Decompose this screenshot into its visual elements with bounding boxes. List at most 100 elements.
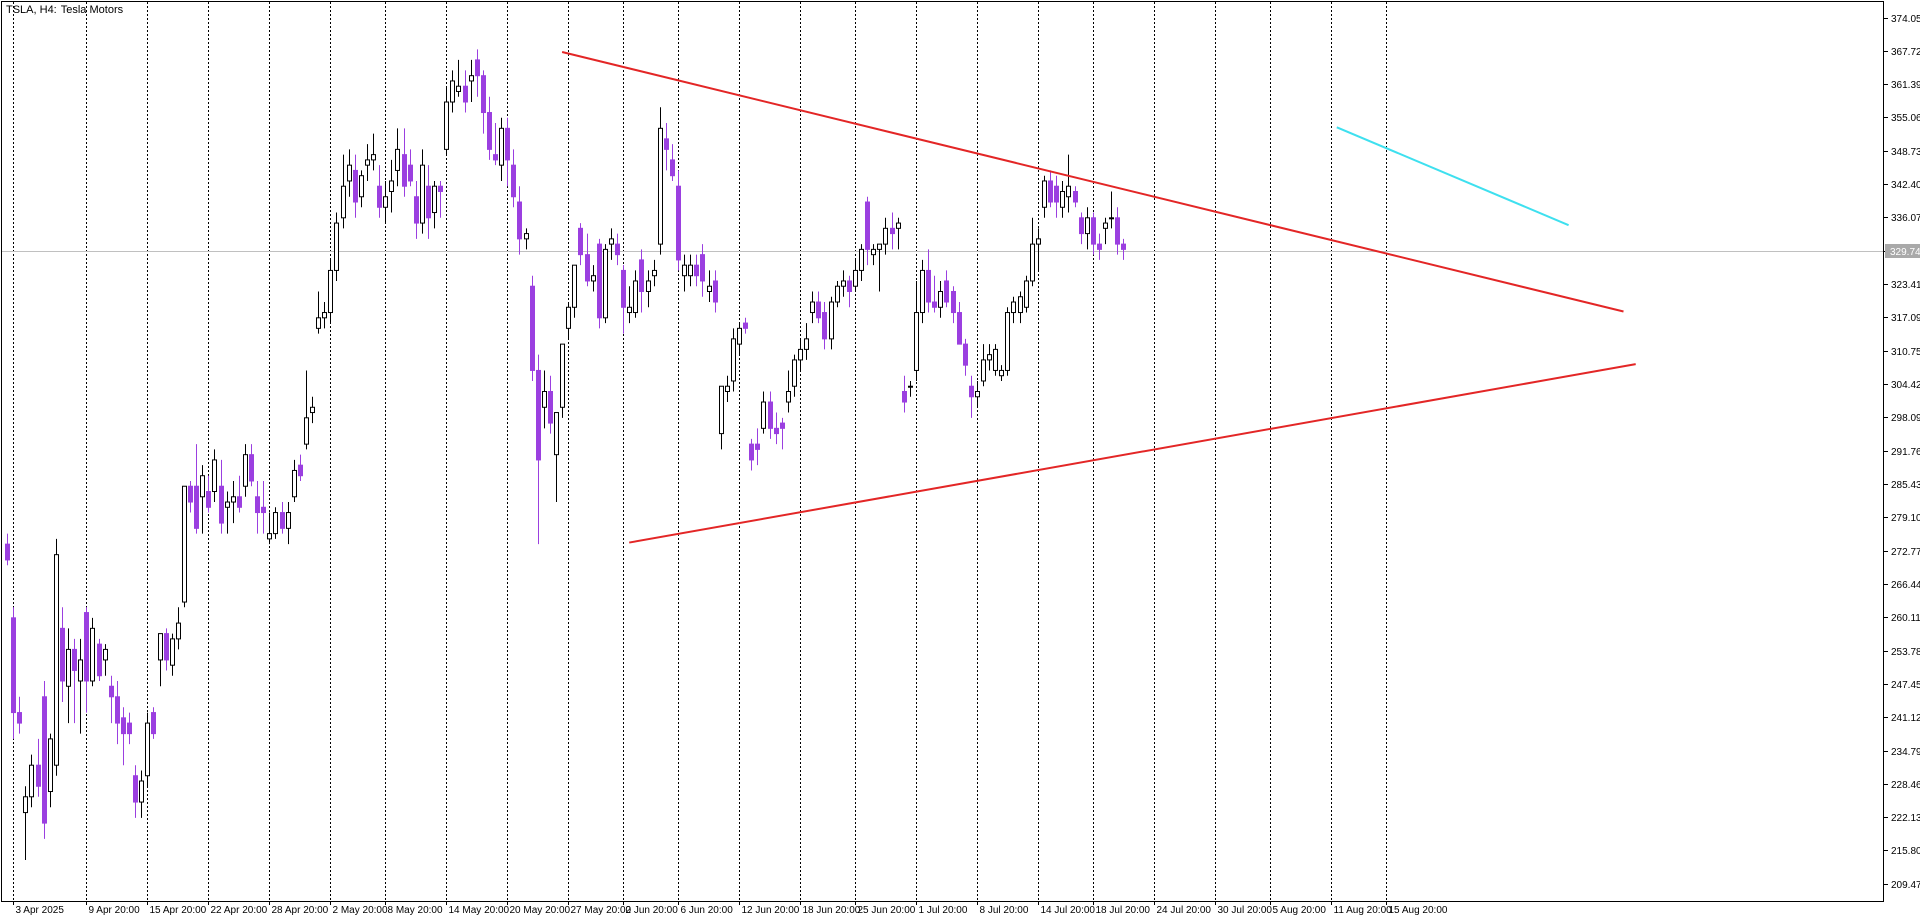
candle-88 (542, 370, 547, 429)
candle-body-113 (694, 264, 699, 277)
candle-59 (365, 144, 370, 181)
candle-body-7 (48, 738, 53, 793)
candle-body-45 (280, 512, 285, 529)
x-tick-label-18: 18 Jul 20:00 (1096, 905, 1151, 915)
candle-body-64 (395, 148, 400, 171)
candle-body-87 (536, 369, 541, 461)
trendlines[interactable] (561, 51, 1636, 544)
candle-131 (804, 323, 809, 360)
candle-body-93 (572, 264, 577, 308)
candle-body-37 (231, 496, 236, 503)
candle-118 (725, 375, 730, 403)
candle-body-46 (286, 512, 291, 529)
x-tick-label-5: 2 May 20:00 (333, 905, 388, 915)
trendline-upper-resistance[interactable] (561, 51, 1624, 313)
candle-body-144 (883, 227, 888, 245)
candle-body-80 (493, 154, 498, 161)
candle-body-120 (737, 327, 742, 345)
x-tick-label-2: 15 Apr 20:00 (150, 905, 207, 915)
x-tick-label-19: 24 Jul 20:00 (1157, 905, 1212, 915)
candle-1 (11, 607, 16, 739)
candle-46 (286, 502, 291, 545)
candle-145 (890, 212, 895, 250)
y-tick-label-20: 247.45 (1891, 680, 1920, 691)
x-tick-label-10: 2 Jun 20:00 (626, 905, 679, 915)
candle-body-151 (926, 269, 931, 303)
candle-21 (133, 765, 138, 818)
candle-body-181 (1109, 217, 1114, 220)
x-tick-label-6: 8 May 20:00 (388, 905, 443, 915)
candle-body-119 (731, 338, 736, 382)
candle-105 (646, 270, 651, 308)
candle-19 (121, 707, 126, 766)
candle-body-71 (438, 185, 443, 192)
candle-body-165 (1011, 301, 1016, 314)
candle-body-42 (261, 506, 266, 514)
candle-8 (54, 538, 59, 776)
candle-110 (676, 170, 681, 271)
candle-153 (938, 280, 943, 318)
candle-body-160 (981, 359, 986, 382)
x-tick-label-9: 27 May 20:00 (571, 905, 632, 915)
y-tick-label-5: 342.40 (1891, 180, 1920, 191)
y-tick-label-1: 367.72 (1891, 47, 1920, 58)
candle-body-166 (1018, 296, 1023, 314)
candle-body-22 (139, 780, 144, 803)
candle-body-142 (871, 248, 876, 256)
trendline-lower-support[interactable] (629, 363, 1636, 544)
candle-148 (908, 380, 913, 397)
vertical-grid (13, 2, 1387, 901)
candle-body-89 (548, 390, 553, 424)
candle-body-110 (676, 185, 681, 261)
y-tick-label-8: 323.41 (1891, 280, 1920, 291)
candle-48 (298, 454, 303, 481)
y-tick-label-12: 298.09 (1891, 413, 1920, 424)
candle-12 (78, 638, 83, 734)
candle-121 (743, 317, 748, 334)
candle-91 (560, 343, 565, 418)
candle-83 (511, 149, 516, 208)
candle-161 (987, 344, 992, 371)
candle-body-116 (713, 280, 718, 303)
candle-body-20 (127, 722, 132, 735)
candle-body-178 (1091, 217, 1096, 245)
candle-57 (353, 154, 358, 218)
trendline-short-term-resistance[interactable] (1336, 126, 1569, 227)
candle-body-141 (865, 201, 870, 250)
candle-86 (530, 275, 535, 381)
candle-125 (768, 391, 773, 439)
candle-14 (90, 617, 95, 687)
candle-65 (402, 128, 407, 197)
candle-body-12 (78, 659, 83, 682)
candle-37 (231, 480, 236, 524)
candle-33 (206, 475, 211, 513)
price-axis[interactable]: 374.05 367.72 361.39 355.06 348.73 342.40 336.… (1884, 14, 1920, 891)
candle-31 (194, 444, 199, 534)
candle-117 (719, 385, 724, 450)
x-tick-label-7: 14 May 20:00 (449, 905, 510, 915)
candle-82 (505, 117, 510, 187)
candle-body-73 (450, 80, 455, 103)
candle-152 (932, 275, 937, 313)
x-tick-label-21: 5 Aug 20:00 (1273, 905, 1327, 915)
candle-body-133 (816, 301, 821, 319)
candle-body-3 (23, 796, 28, 814)
candle-41 (255, 480, 260, 534)
candle-body-163 (999, 369, 1004, 377)
time-axis[interactable]: 3 Apr 2025 9 Apr 20:00 15 Apr 20:00 22 Apr … (13, 901, 1448, 915)
candle-126 (774, 412, 779, 445)
candle-body-161 (987, 354, 992, 361)
candle-53 (328, 259, 333, 324)
candle-body-152 (932, 301, 937, 308)
candle-138 (847, 275, 852, 308)
candle-body-28 (176, 622, 181, 640)
candle-body-159 (975, 390, 980, 398)
candle-body-9 (60, 627, 65, 682)
candle-body-112 (688, 264, 693, 277)
candle-69 (426, 165, 431, 239)
candle-body-175 (1073, 190, 1078, 203)
candle-113 (694, 254, 699, 287)
candle-120 (737, 323, 742, 355)
candle-54 (334, 212, 339, 281)
